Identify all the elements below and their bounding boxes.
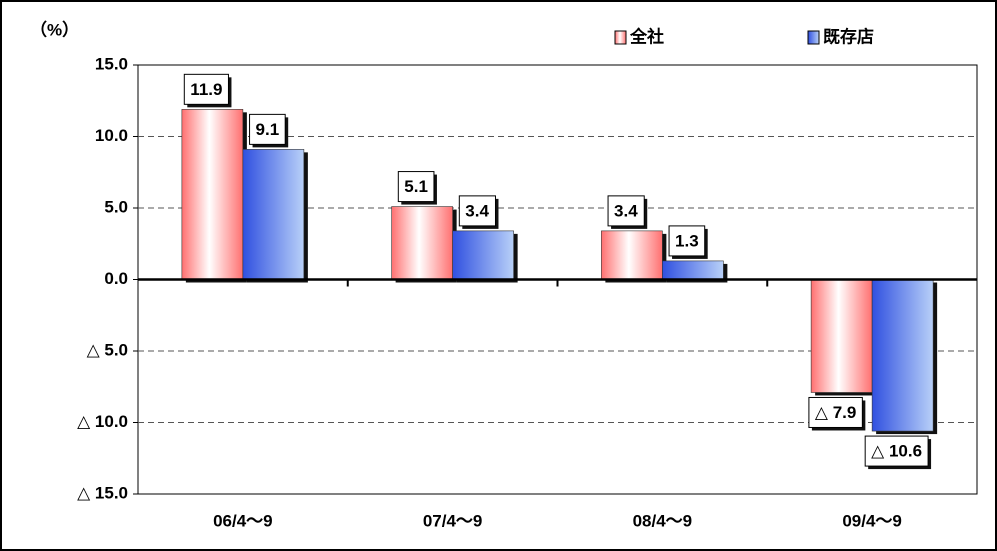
y-tick-label: △ 15.0 (77, 483, 128, 502)
label-box (668, 225, 706, 257)
x-tick-label: 09/4～9 (842, 511, 902, 530)
data-label: △ 10.6 (871, 442, 922, 461)
y-tick-label: 5.0 (104, 197, 128, 216)
y-tick-label: 10.0 (95, 126, 128, 145)
legend-swatch (614, 30, 627, 45)
y-axis-label: （%） (30, 19, 79, 39)
legend-label: 既存店 (823, 26, 874, 46)
x-tick-label: 07/4～9 (423, 511, 483, 530)
bar (242, 149, 305, 280)
bar (452, 230, 514, 280)
label-box (397, 171, 435, 203)
bar (810, 279, 873, 393)
data-label: 11.9 (190, 80, 222, 99)
bar (871, 279, 934, 432)
label-box (249, 113, 286, 145)
legend-label: 全社 (629, 26, 664, 46)
y-tick-label: 0.0 (104, 269, 128, 288)
data-label: 3.4 (465, 201, 489, 220)
data-label: 1.3 (675, 231, 699, 250)
label-box (458, 195, 496, 227)
label-box (183, 73, 229, 105)
data-label: 3.4 (614, 201, 638, 220)
bar (601, 230, 663, 280)
bar (181, 109, 244, 280)
bar (391, 206, 453, 280)
x-tick-label: 08/4～9 (633, 511, 693, 530)
x-tick-label: 06/4～9 (213, 511, 273, 530)
y-tick-label: △ 5.0 (87, 340, 128, 359)
bar (662, 260, 724, 280)
data-label: 5.1 (404, 177, 428, 196)
label-box (808, 396, 863, 428)
legend-swatch (807, 30, 820, 45)
data-label: △ 7.9 (815, 403, 856, 422)
label-box (864, 435, 929, 467)
y-tick-label: 15.0 (95, 54, 128, 73)
data-label: 9.1 (256, 120, 280, 139)
y-tick-label: △ 10.0 (77, 412, 128, 431)
label-box (607, 195, 645, 227)
